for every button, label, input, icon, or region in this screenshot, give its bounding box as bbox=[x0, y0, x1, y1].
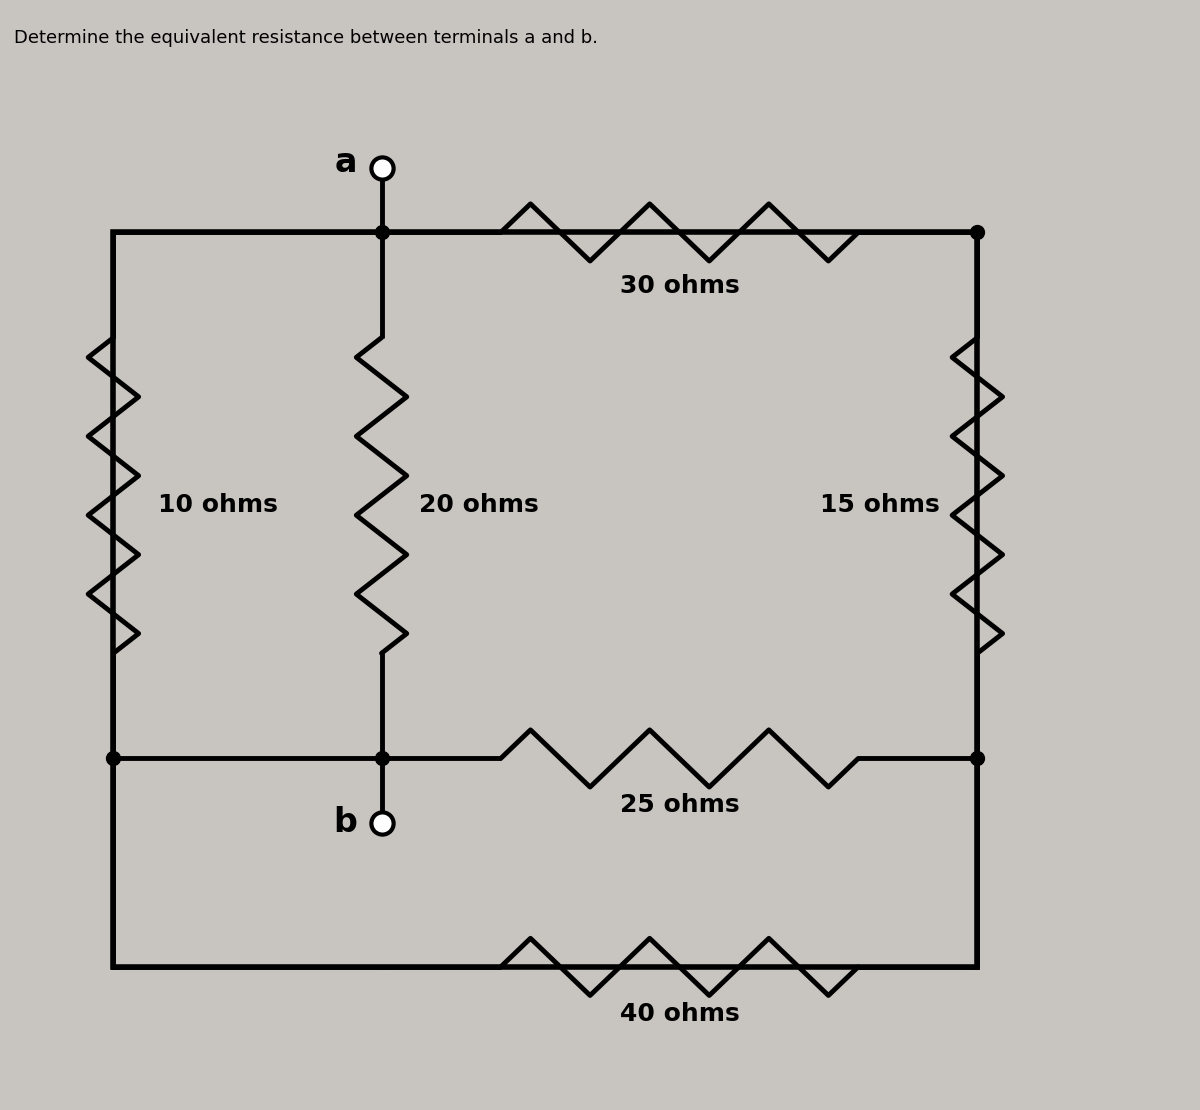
Text: a: a bbox=[335, 147, 356, 180]
Text: Determine the equivalent resistance between terminals a and b.: Determine the equivalent resistance betw… bbox=[14, 29, 598, 47]
Text: 15 ohms: 15 ohms bbox=[820, 493, 940, 517]
Text: b: b bbox=[332, 807, 356, 839]
Text: 40 ohms: 40 ohms bbox=[619, 1001, 739, 1026]
Text: 20 ohms: 20 ohms bbox=[419, 493, 539, 517]
Text: 30 ohms: 30 ohms bbox=[619, 274, 739, 299]
Text: 25 ohms: 25 ohms bbox=[619, 794, 739, 817]
Text: 10 ohms: 10 ohms bbox=[158, 493, 278, 517]
